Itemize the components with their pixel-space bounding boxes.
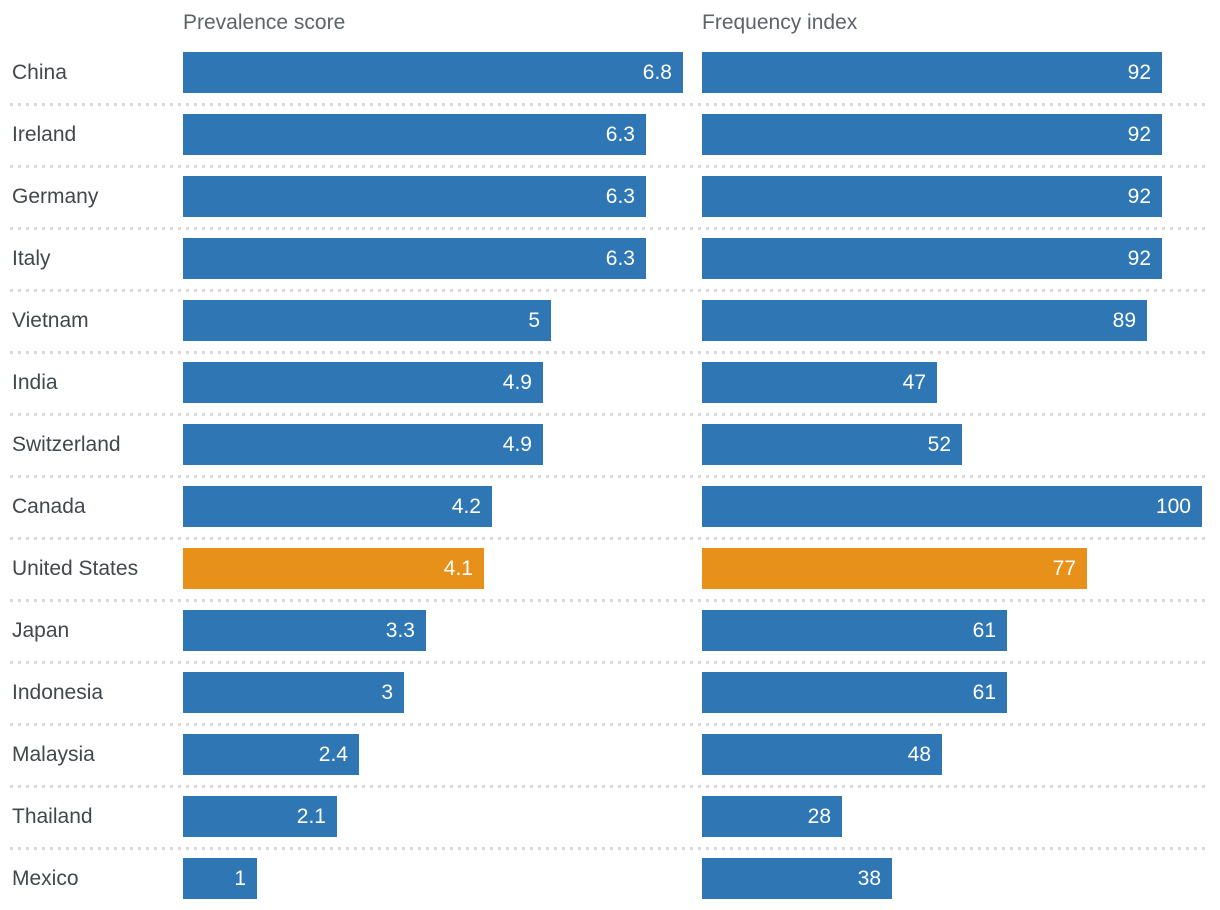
prevalence-score-bar: 2.1	[183, 796, 337, 837]
bar-value-label: 6.3	[605, 122, 635, 146]
bar-value-label: 4.9	[502, 370, 532, 394]
row-separator	[10, 723, 1209, 726]
country-label: Switzerland	[12, 433, 121, 456]
bar-value-label: 100	[1155, 494, 1191, 518]
row-separator	[10, 661, 1209, 664]
frequency-index-bar: 28	[702, 796, 842, 837]
frequency-index-bar: 92	[702, 238, 1162, 279]
row-separator	[10, 165, 1209, 168]
bar-value-label: 61	[972, 618, 996, 642]
bar-value-label: 89	[1112, 308, 1136, 332]
bar-value-label: 6.3	[605, 246, 635, 270]
country-label: Malaysia	[12, 743, 95, 766]
frequency-index-bar: 89	[702, 300, 1147, 341]
frequency-index-bar: 47	[702, 362, 937, 403]
country-label: Thailand	[12, 805, 93, 828]
row-separator	[10, 413, 1209, 416]
prevalence-score-bar: 1	[183, 858, 257, 899]
bar-value-label: 4.9	[502, 432, 532, 456]
row-separator	[10, 847, 1209, 850]
bar-value-label: 3	[381, 680, 393, 704]
frequency-index-bar: 61	[702, 610, 1007, 651]
bar-value-label: 61	[972, 680, 996, 704]
country-label: Japan	[12, 619, 70, 642]
frequency-index-bar: 61	[702, 672, 1007, 713]
row-separator	[10, 289, 1209, 292]
bar-value-label: 6.8	[642, 60, 672, 84]
prevalence-score-bar: 2.4	[183, 734, 359, 775]
row-separator	[10, 227, 1209, 230]
frequency-index-bar: 100	[702, 486, 1202, 527]
bar-value-label: 48	[907, 742, 931, 766]
row-separator	[10, 537, 1209, 540]
row-separator	[10, 785, 1209, 788]
frequency-index-bar: 92	[702, 52, 1162, 93]
country-label: Ireland	[12, 123, 77, 146]
prevalence-score-bar: 3.3	[183, 610, 426, 651]
frequency-index-bar: 38	[702, 858, 892, 899]
frequency-index-bar: 92	[702, 114, 1162, 155]
country-label: China	[12, 61, 67, 84]
prevalence-score-bar: 4.2	[183, 486, 492, 527]
bar-value-label: 3.3	[385, 618, 415, 642]
country-label: Italy	[12, 247, 51, 270]
bar-value-label: 1	[234, 866, 246, 890]
bar-value-label: 92	[1127, 122, 1151, 146]
row-separator	[10, 599, 1209, 602]
prevalence-score-bar: 3	[183, 672, 404, 713]
prevalence-score-bar: 4.9	[183, 424, 543, 465]
bar-value-label: 92	[1127, 60, 1151, 84]
bar-value-label: 52	[927, 432, 951, 456]
country-label: United States	[12, 557, 139, 580]
country-label: Canada	[12, 495, 86, 518]
bar-value-label: 77	[1052, 556, 1076, 580]
bar-value-label: 4.2	[451, 494, 481, 518]
frequency-index-bar: 77	[702, 548, 1087, 589]
country-label: India	[12, 371, 58, 394]
country-label: Mexico	[12, 867, 79, 890]
column-header-prevalence-score: Prevalence score	[183, 11, 346, 34]
bar-value-label: 47	[902, 370, 926, 394]
prevalence-score-bar: 6.3	[183, 114, 646, 155]
bar-value-label: 5	[528, 308, 540, 332]
column-header-frequency-index: Frequency index	[702, 11, 858, 34]
prevalence-score-bar: 4.9	[183, 362, 543, 403]
frequency-index-bar: 52	[702, 424, 962, 465]
bar-value-label: 92	[1127, 246, 1151, 270]
bar-value-label: 6.3	[605, 184, 635, 208]
bar-value-label: 92	[1127, 184, 1151, 208]
bar-value-label: 2.4	[318, 742, 348, 766]
prevalence-score-bar: 4.1	[183, 548, 484, 589]
prevalence-score-bar: 5	[183, 300, 551, 341]
bar-value-label: 2.1	[296, 804, 326, 828]
frequency-index-bar: 92	[702, 176, 1162, 217]
row-separator	[10, 475, 1209, 478]
row-separator	[10, 351, 1209, 354]
row-separator	[10, 103, 1209, 106]
bar-value-label: 28	[807, 804, 831, 828]
bar-value-label: 4.1	[443, 556, 473, 580]
prevalence-score-bar: 6.3	[183, 176, 646, 217]
prevalence-score-bar: 6.3	[183, 238, 646, 279]
bar-value-label: 38	[857, 866, 881, 890]
frequency-index-bar: 48	[702, 734, 942, 775]
country-label: Indonesia	[12, 681, 104, 704]
country-label: Vietnam	[12, 309, 89, 332]
country-label: Germany	[12, 185, 99, 208]
prevalence-score-bar: 6.8	[183, 52, 683, 93]
